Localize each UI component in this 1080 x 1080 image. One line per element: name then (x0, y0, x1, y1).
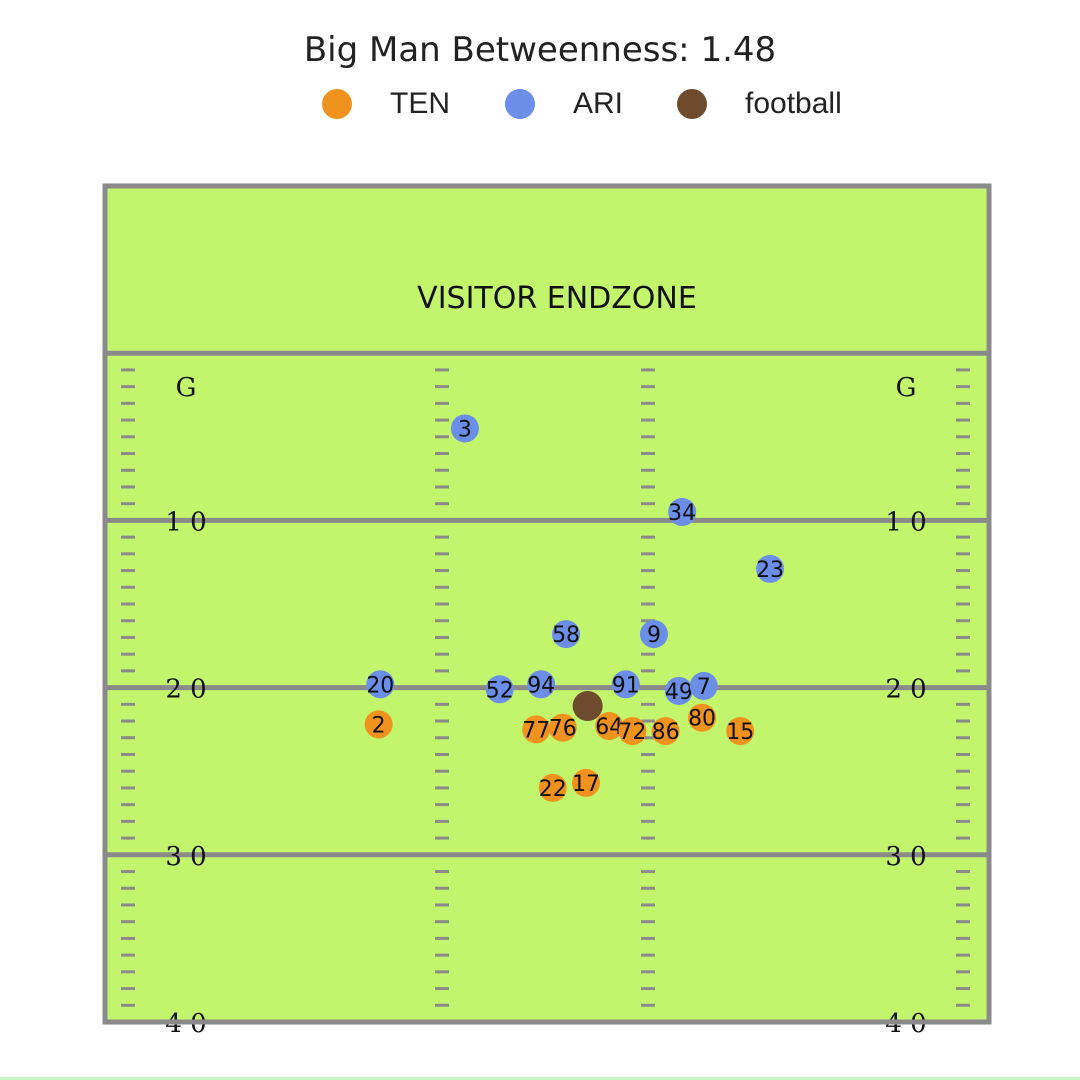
player-number-label: 15 (726, 720, 754, 745)
player-dot-ari (366, 670, 395, 699)
player-dot-ten (571, 768, 600, 797)
player-number-label: 23 (756, 558, 784, 583)
endzone-label: VISITOR ENDZONE (417, 281, 697, 316)
legend-label-ari: ARI (573, 87, 624, 120)
player-number-label: 3 (458, 417, 472, 442)
player-number-label: 22 (539, 777, 567, 802)
field-surface (105, 186, 989, 1022)
player-dot-ten (651, 717, 680, 746)
player-number-label: 58 (552, 623, 580, 648)
player-number-label: 72 (618, 720, 646, 745)
legend-label-ten: TEN (390, 87, 450, 120)
player-number-label: 91 (612, 673, 640, 698)
player-number-label: 94 (527, 673, 555, 698)
football-marker (572, 690, 603, 721)
yard-label-right: G (896, 373, 917, 403)
yard-label-left: 3 0 (165, 842, 206, 872)
player-number-label: 76 (549, 717, 577, 742)
legend-item-ari[interactable]: ARI (505, 84, 623, 124)
yard-label-left: G (176, 373, 197, 403)
legend-marker-football (677, 89, 707, 119)
player-dot-ari (611, 670, 640, 699)
player-dot-ten (522, 715, 551, 744)
player-dot-ten (364, 710, 393, 739)
legend-item-football[interactable]: football (677, 84, 842, 124)
field-border (102, 183, 992, 1025)
player-number-label: 49 (665, 680, 693, 705)
player-number-label: 2 (372, 713, 386, 738)
player-dot-ari (689, 671, 718, 700)
player-number-label: 80 (688, 707, 716, 732)
player-dot-ten (688, 703, 717, 732)
player-dot-ari (756, 554, 785, 583)
player-number-label: 34 (668, 501, 696, 526)
legend-marker-ten (322, 89, 352, 119)
yard-label-right: 1 0 (885, 507, 926, 537)
player-dot-ari (552, 620, 581, 649)
player-number-label: 7 (697, 675, 711, 700)
player-dot-ari (664, 676, 693, 705)
legend-marker-ari (505, 89, 535, 119)
player-dot-ari (668, 498, 697, 527)
legend-label-football: football (745, 87, 842, 120)
yard-label-right: 2 0 (885, 675, 926, 705)
player-dot-ari (639, 620, 668, 649)
yard-label-left: 1 0 (165, 507, 206, 537)
player-number-label: 20 (366, 673, 394, 698)
hash-marks (121, 368, 970, 1007)
legend: TEN ARI football (0, 84, 1080, 124)
player-dot-ten (538, 773, 567, 802)
yard-label-left: 2 0 (165, 675, 206, 705)
player-number-label: 52 (486, 678, 514, 703)
legend-item-ten[interactable]: TEN (322, 84, 450, 124)
player-dot-ten (548, 713, 577, 742)
player-number-label: 86 (652, 720, 680, 745)
player-number-label: 17 (572, 772, 600, 797)
player-number-label: 64 (595, 715, 623, 740)
bottom-edge (0, 1077, 1080, 1080)
player-number-label: 77 (522, 718, 550, 743)
player-dot-ten (726, 717, 755, 746)
chart-title: Big Man Betweenness: 1.48 (303, 30, 777, 70)
player-dot-ari (485, 675, 514, 704)
player-dot-ari (450, 414, 479, 443)
player-number-label: 9 (647, 623, 661, 648)
player-dot-ten (595, 712, 624, 741)
player-dot-ten (618, 717, 647, 746)
yard-label-right: 3 0 (885, 842, 926, 872)
player-dot-ari (527, 670, 556, 699)
